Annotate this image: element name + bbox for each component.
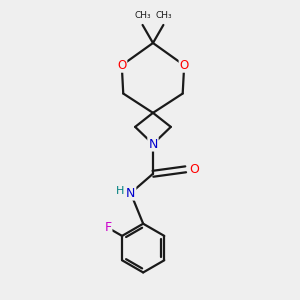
Text: H: H xyxy=(116,186,124,196)
Text: N: N xyxy=(148,138,158,151)
Text: O: O xyxy=(189,163,199,176)
Text: N: N xyxy=(126,187,135,200)
Text: O: O xyxy=(180,59,189,72)
Text: CH₃: CH₃ xyxy=(134,11,151,20)
Text: O: O xyxy=(117,59,126,72)
Text: CH₃: CH₃ xyxy=(155,11,172,20)
Text: F: F xyxy=(104,221,112,234)
